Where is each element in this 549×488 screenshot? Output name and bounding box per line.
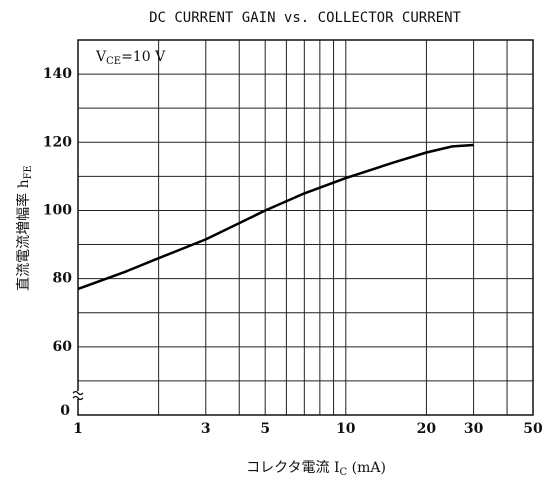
x-tick-label: 30	[464, 421, 484, 437]
x-tick-label: 1	[73, 421, 83, 437]
axis-break	[72, 390, 84, 401]
annotation-rest: =10 V	[121, 49, 166, 65]
x-label-sub: C	[340, 467, 348, 478]
x-label-rest: (mA)	[347, 460, 386, 476]
x-tick-label: 20	[417, 421, 437, 437]
data-line	[77, 143, 474, 291]
annotation-sub: CE	[106, 56, 121, 67]
x-tick-label: 3	[201, 421, 211, 437]
x-tick-label: 50	[523, 421, 543, 437]
y-label-main: 直流電流増幅率 h	[15, 179, 32, 290]
y-tick-label: 80	[53, 271, 73, 287]
x-tick-label: 10	[336, 421, 356, 437]
y-label-sub: FE	[23, 165, 34, 179]
x-label-main: コレクタ電流 I	[246, 460, 339, 476]
annotation-main: V	[95, 49, 107, 65]
y-tick-label: 120	[43, 134, 72, 150]
annotation: VCE=10 V	[95, 49, 166, 67]
y-tick-label: 60	[53, 339, 73, 355]
chart-title: DC CURRENT GAIN vs. COLLECTOR CURRENT	[149, 10, 461, 26]
y-tick-label: 140	[43, 66, 72, 82]
y-axis-label: 直流電流増幅率 hFE	[15, 165, 34, 291]
x-axis-label: コレクタ電流 IC (mA)	[246, 460, 386, 478]
x-tick-label: 5	[260, 421, 270, 437]
y-tick-label: 100	[43, 202, 72, 218]
axis-break-gap	[74, 391, 82, 399]
y-tick-label: 0	[60, 403, 70, 419]
plot-frame	[77, 39, 534, 416]
